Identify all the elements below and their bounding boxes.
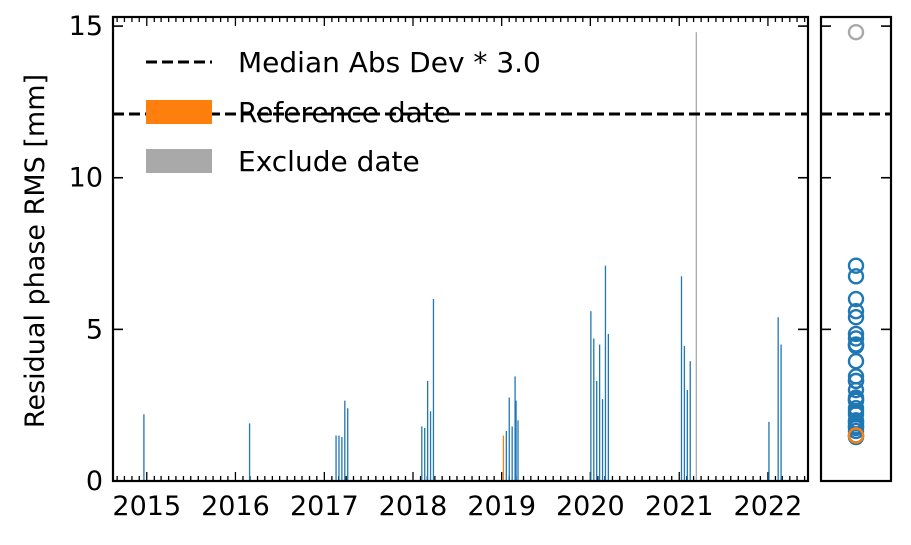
legend-patch-swatch bbox=[146, 100, 212, 124]
normal-point bbox=[847, 418, 865, 435]
normal-bar bbox=[768, 421, 770, 481]
x-tick-label: 2017 bbox=[290, 491, 359, 522]
normal-bar bbox=[347, 408, 349, 481]
normal-bar bbox=[515, 400, 517, 481]
legend-label: Median Abs Dev * 3.0 bbox=[238, 46, 541, 79]
excluded-bar bbox=[695, 32, 697, 482]
x-tick-label: 2021 bbox=[645, 491, 714, 522]
normal-bar bbox=[143, 414, 145, 481]
normal-bar bbox=[511, 426, 513, 481]
legend-label: Reference date bbox=[238, 96, 451, 129]
normal-point bbox=[847, 372, 865, 390]
normal-point bbox=[847, 381, 865, 399]
normal-point bbox=[847, 353, 865, 370]
normal-bar bbox=[593, 338, 595, 481]
normal-bar bbox=[426, 380, 429, 481]
legend: Median Abs Dev * 3.0 Reference date Exclud… bbox=[146, 46, 541, 178]
normal-point bbox=[847, 257, 865, 274]
y-axis-label: Residual phase RMS [mm] bbox=[20, 74, 51, 428]
side-ticks bbox=[821, 25, 891, 482]
normal-point bbox=[847, 330, 865, 347]
x-tick-label: 2018 bbox=[379, 491, 448, 522]
normal-bar bbox=[344, 400, 346, 481]
normal-bar bbox=[424, 427, 426, 481]
normal-bar bbox=[596, 380, 598, 481]
side-points bbox=[847, 23, 865, 446]
y-tick-label: 15 bbox=[69, 11, 103, 42]
y-tick-label: 0 bbox=[86, 466, 103, 497]
normal-bar bbox=[598, 344, 601, 481]
normal-point bbox=[847, 302, 865, 320]
normal-bar bbox=[601, 399, 604, 481]
main-tick-labels: 0 5 10 15 2015 2016 2017 2018 2019 2020 2021 2022 bbox=[69, 11, 803, 522]
normal-bar bbox=[686, 390, 688, 481]
normal-bar bbox=[777, 317, 779, 481]
normal-point bbox=[847, 268, 865, 285]
x-tick-label: 2016 bbox=[201, 491, 270, 522]
normal-bar bbox=[421, 426, 423, 481]
normal-bar bbox=[335, 435, 337, 481]
reference-bar bbox=[502, 435, 505, 481]
x-tick-label: 2022 bbox=[734, 491, 803, 522]
x-tick-label: 2020 bbox=[556, 491, 625, 522]
normal-bar bbox=[432, 299, 435, 481]
normal-point bbox=[847, 390, 865, 408]
normal-bar bbox=[514, 376, 516, 481]
y-tick-label: 10 bbox=[69, 163, 103, 194]
normal-point bbox=[847, 309, 865, 326]
y-tick-label: 5 bbox=[86, 314, 103, 345]
reference-point bbox=[847, 427, 865, 444]
normal-bar bbox=[508, 397, 510, 481]
main-bars bbox=[143, 32, 782, 482]
x-tick-label: 2015 bbox=[112, 491, 181, 522]
normal-bar bbox=[607, 333, 610, 481]
excluded-point bbox=[847, 23, 865, 41]
main-plot-frame bbox=[111, 15, 810, 483]
normal-bar bbox=[505, 430, 507, 481]
normal-bar bbox=[338, 435, 340, 481]
normal-bar bbox=[590, 311, 592, 481]
x-tick-label: 2019 bbox=[467, 491, 536, 522]
main-plot: 0 5 10 15 2015 2016 2017 2018 2019 2020 2021 2022 R… bbox=[20, 11, 810, 522]
normal-bar bbox=[780, 344, 782, 481]
normal-bar bbox=[680, 276, 683, 481]
side-plot bbox=[819, 15, 893, 483]
side-plot-frame bbox=[819, 15, 893, 483]
normal-point bbox=[847, 325, 865, 343]
normal-point bbox=[847, 290, 865, 308]
legend-patch-swatch bbox=[146, 149, 212, 173]
normal-bar bbox=[248, 423, 251, 481]
normal-bar bbox=[429, 411, 432, 481]
legend-label: Exclude date bbox=[238, 145, 420, 178]
normal-bar bbox=[341, 437, 343, 481]
normal-bar bbox=[517, 420, 519, 481]
normal-point bbox=[847, 422, 865, 440]
normal-bar bbox=[604, 265, 607, 481]
normal-bar bbox=[689, 361, 691, 481]
normal-bar bbox=[683, 346, 686, 481]
main-ticks bbox=[113, 17, 808, 482]
normal-point bbox=[847, 336, 865, 353]
